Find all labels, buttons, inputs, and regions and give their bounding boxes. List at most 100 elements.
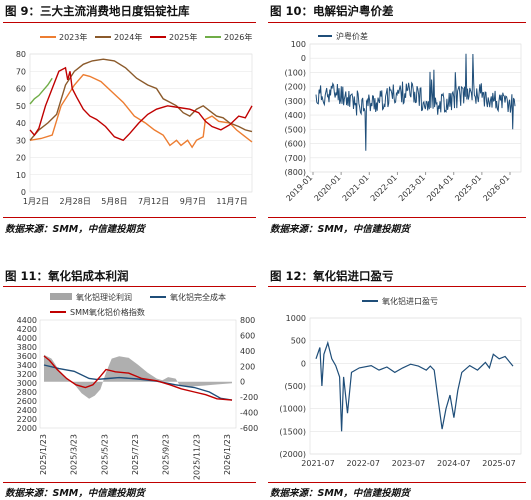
y-tick-label: (300)	[284, 97, 306, 106]
x-tick-label: 2021-07	[301, 459, 334, 468]
y-tick-label: 0	[301, 359, 306, 368]
price-line	[43, 355, 233, 401]
x-tick-label: 11月7日	[216, 197, 247, 206]
y-tick-label: 30	[16, 136, 26, 145]
y-tick-label: (500)	[284, 382, 306, 391]
chart-social-inventory: 0 10 20 30 40 50 60 70 80 1月2日 2月28日 5月8日 7月12日 9月7日 1…	[16, 32, 253, 206]
y2-tick-label: 600	[240, 331, 255, 340]
y-tick-label: (600)	[284, 140, 306, 149]
y-tick-label: (500)	[284, 125, 306, 134]
series-line	[315, 53, 516, 151]
y2-tick-label: 0	[240, 378, 245, 387]
y-tick-label: 40	[16, 119, 26, 128]
y-tick-label: (200)	[284, 83, 306, 92]
legend-label: 氧化铝理论利润	[76, 292, 132, 302]
x-tick-label: 2019-01	[284, 173, 314, 203]
chart-alumina-cost-profit: 2000220024002600280030003200340036003800…	[17, 292, 259, 480]
y-tick-label: 0	[21, 188, 26, 197]
y-tick-label: 2600	[17, 397, 37, 406]
x-tick-label: 2024-07	[437, 459, 470, 468]
y-tick-label: 500	[291, 337, 306, 346]
title-rule	[3, 286, 256, 287]
y2-tick-label: 800	[240, 316, 255, 325]
y-tick-label: 2200	[17, 415, 37, 424]
y-tick-label: (1500)	[279, 427, 306, 436]
x-tick-label: 1月2日	[23, 197, 49, 206]
legend-label: 沪粤价差	[336, 31, 368, 41]
x-tick-label: 2025/5/23	[100, 434, 109, 475]
x-tick-label: 2026/1/23	[223, 434, 232, 475]
x-tick-label: 2020-01	[313, 173, 343, 203]
legend-label: 2024年	[114, 32, 142, 42]
series-line	[29, 77, 53, 105]
legend-label: 氧化铝完全成本	[170, 292, 226, 302]
legend-label: 2023年	[59, 32, 87, 42]
source-note: 数据来源：SMM，中信建投期货	[270, 224, 410, 235]
legend-label: 氧化铝进口盈亏	[382, 296, 438, 306]
x-tick-label: 2021-01	[341, 173, 371, 203]
x-tick-label: 2022-07	[347, 459, 380, 468]
x-tick-label: 2025/3/23	[70, 434, 79, 475]
legend-label: 2025年	[169, 32, 197, 42]
cost-line	[43, 364, 233, 401]
x-tick-label: 7月12日	[138, 197, 169, 206]
series-line	[29, 58, 253, 141]
y-tick-label: (1000)	[279, 405, 306, 414]
y2-tick-label: -400	[240, 409, 258, 418]
y-tick-label: (400)	[284, 111, 306, 120]
x-tick-label: 2025/1/23	[39, 434, 48, 475]
y-tick-label: 2800	[17, 388, 37, 397]
y-tick-label: (2000)	[279, 450, 306, 459]
chart-title-alumina-import: 图 12：氧化铝进口盈亏	[270, 269, 394, 283]
legend-label: 2026年	[224, 32, 252, 42]
x-tick-label: 2025/11/23	[192, 434, 201, 480]
y-tick-label: 60	[16, 85, 26, 94]
y-tick-label: 3600	[17, 352, 37, 361]
x-tick-label: 9月7日	[180, 197, 206, 206]
y-tick-label: 2000	[17, 424, 37, 433]
series-line	[315, 340, 514, 432]
x-tick-label: 2025-07	[482, 459, 515, 468]
legend-label: SMM氧化铝价格指数	[70, 307, 145, 317]
y-tick-label: 3000	[17, 379, 37, 388]
plot-frame	[39, 319, 237, 429]
x-tick-label: 2月28日	[60, 197, 91, 206]
x-tick-label: 2025/9/23	[162, 434, 171, 475]
source-note: 数据来源：SMM，中信建投期货	[5, 224, 145, 235]
source-rule	[3, 217, 256, 218]
y-tick-label: 70	[16, 67, 26, 76]
x-tick-label: 2022-01	[369, 173, 399, 203]
chart-price-spread: 100 0 (100) (200) (300) (400) (500) (600) (700) (…	[284, 31, 522, 203]
y-tick-label: 50	[16, 102, 26, 111]
title-rule	[268, 22, 526, 23]
plot-frame	[309, 43, 522, 173]
y-tick-label: 3800	[17, 343, 37, 352]
source-rule	[268, 217, 526, 218]
y-tick-label: (100)	[284, 68, 306, 77]
x-tick-label: 2026-01	[481, 173, 511, 203]
y-tick-label: 1000	[286, 314, 306, 323]
x-tick-label: 2024-01	[425, 173, 455, 203]
legend-swatch	[50, 293, 72, 300]
x-tick-label: 2025/7/23	[131, 434, 140, 475]
y-tick-label: 80	[16, 50, 26, 59]
y-tick-label: 3200	[17, 370, 37, 379]
chart-title-alumina-cost-profit: 图 11：氧化铝成本利润	[5, 269, 129, 283]
y-tick-label: 20	[16, 154, 26, 163]
y-tick-label: 100	[291, 40, 306, 49]
chart-title-price-spread: 图 10：电解铝沪粤价差	[270, 4, 394, 18]
y-tick-label: 4200	[17, 325, 37, 334]
chart-alumina-import: 1000 500 0 (500) (1000) (1500) (2000)2021-07 20…	[279, 296, 522, 468]
source-note: 数据来源：SMM，中信建投期货	[270, 488, 410, 499]
series-line	[29, 73, 253, 149]
y2-tick-label: 200	[240, 362, 255, 371]
y2-tick-label: -200	[240, 393, 258, 402]
y-tick-label: 4000	[17, 334, 37, 343]
y2-tick-label: -600	[240, 424, 258, 433]
series-line	[29, 66, 253, 142]
x-tick-label: 2023-01	[397, 173, 427, 203]
source-rule	[268, 482, 526, 483]
source-note: 数据来源：SMM，中信建投期货	[5, 488, 145, 499]
y-tick-label: (700)	[284, 154, 306, 163]
title-rule	[3, 22, 256, 23]
